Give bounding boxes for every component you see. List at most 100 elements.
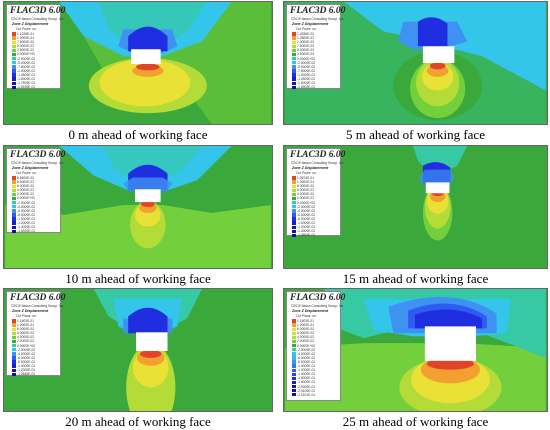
legend-swatch [12, 73, 16, 77]
legend-swatch [292, 32, 296, 36]
legend-value: 1.0000E-01 [17, 323, 35, 328]
legend-value: 6.0000E-02 [17, 184, 35, 189]
cut-plane-label: Cut Plane: on [16, 170, 36, 175]
legend-value: -6.0000E-02 [297, 212, 316, 217]
legend-value: -1.4000E-01 [297, 372, 316, 377]
legend-value: -2.1621E-01 [297, 392, 316, 397]
legend-swatch [292, 356, 296, 360]
legend-value: 1.1603E-01 [297, 319, 315, 323]
legend-value: 2.5000E-03 [297, 52, 315, 57]
legend-value: -1.4000E-01 [17, 225, 36, 230]
legend-value: 0.0000E+00 [297, 56, 315, 61]
software-title: FLAC3D 6.00 [10, 150, 66, 160]
legend-swatch [12, 77, 16, 81]
legend-value: -6.0000E-02 [297, 355, 316, 360]
cut-plane-label: Cut Plane: on [16, 313, 36, 318]
contour-plot: FLAC3D 6.00 ©2019 Itasca Consulting Grou… [283, 1, 548, 125]
legend-swatch [12, 176, 16, 180]
legend-value: -1.2000E-01 [17, 221, 36, 226]
legend: FLAC3D 6.00 ©2019 Itasca Consulting Grou… [6, 291, 65, 377]
legend-value: 1.1603E-01 [17, 319, 35, 323]
legend-swatch [12, 52, 16, 57]
legend-value: -2.5000E-02 [17, 56, 36, 61]
legend-swatch [12, 225, 16, 229]
panel-10m: FLAC3D 6.00 ©2019 Itasca Consulting Grou… [0, 145, 280, 288]
legend-swatch [292, 331, 296, 336]
contour-plot: FLAC3D 6.00 ©2019 Itasca Consulting Grou… [3, 288, 273, 412]
legend-value: 5.0000E-02 [17, 44, 35, 49]
legend-value: 7.5000E-02 [17, 40, 35, 45]
panel-caption: 20 m ahead of working face [65, 414, 211, 429]
legend-value: 8.0000E-02 [17, 180, 35, 185]
legend-value: -1.2000E-01 [17, 368, 36, 373]
legend-swatch [292, 69, 296, 73]
legend-value: -4.0000E-02 [17, 204, 36, 209]
contour-title: Zone Z Displacement [292, 309, 329, 313]
legend: FLAC3D 6.00 ©2019 Itasca Consulting Grou… [286, 4, 345, 89]
copyright-text: ©2019 Itasca Consulting Group, Inc. [11, 304, 65, 308]
legend-value: 1.2500E-02 [297, 36, 315, 41]
legend-value: 4.0000E-02 [297, 192, 315, 197]
legend-swatch [12, 69, 16, 73]
legend-value: 2.0000E-02 [297, 339, 315, 344]
software-title: FLAC3D 6.00 [290, 150, 346, 160]
legend-swatch [12, 348, 16, 352]
legend-swatch [292, 388, 296, 393]
software-title: FLAC3D 6.00 [10, 6, 66, 16]
legend-value: -1.0000E-01 [17, 68, 36, 73]
legend-value: -2.0000E-02 [297, 204, 316, 209]
legend-swatch [292, 205, 296, 209]
copyright-text: ©2019 Itasca Consulting Group, Inc. [291, 17, 345, 21]
legend-swatch [12, 339, 16, 344]
legend-value: -1.2500E-01 [17, 72, 36, 77]
legend-swatch [292, 225, 296, 229]
legend-swatch [12, 188, 16, 193]
legend-value: 6.0000E-02 [297, 331, 315, 336]
cut-plane-label: Cut Plane: on [296, 313, 316, 318]
legend-swatch [292, 44, 296, 49]
legend-swatch [12, 61, 16, 65]
legend-value: -4.0000E-02 [297, 351, 316, 356]
legend-swatch [292, 335, 296, 340]
legend-value: 8.0000E-02 [17, 327, 35, 332]
legend-value: -7.5000E-02 [17, 64, 36, 69]
legend-swatch [12, 209, 16, 213]
contour-title: Zone Z Displacement [292, 22, 329, 26]
legend-swatch [292, 343, 296, 348]
legend-value: -1.2846E-01 [17, 372, 36, 377]
legend-value: -5.0000E-02 [17, 60, 36, 65]
legend-value: -1.4000E-01 [297, 229, 316, 234]
legend-value: 2.5000E-02 [17, 48, 35, 53]
legend-value: 5.0000E-03 [297, 48, 315, 53]
legend-value: -1.2000E-01 [297, 368, 316, 373]
legend-value: -2.0000E-02 [17, 347, 36, 352]
panel-20m: FLAC3D 6.00 ©2019 Itasca Consulting Grou… [0, 288, 280, 430]
legend-swatch [292, 77, 296, 81]
legend-swatch [292, 319, 296, 323]
legend-swatch [12, 356, 16, 360]
contour-title: Zone Z Displacement [12, 22, 49, 26]
legend: FLAC3D 6.00 ©2019 Itasca Consulting Grou… [6, 4, 65, 89]
cut-plane-label: Cut Plane: on [16, 26, 36, 31]
legend-swatch [12, 360, 16, 364]
contour-plot: FLAC3D 6.00 ©2019 Itasca Consulting Grou… [3, 145, 273, 269]
legend: FLAC3D 6.00 ©2019 Itasca Consulting Grou… [286, 148, 345, 238]
legend-swatch [292, 233, 296, 238]
legend-value: 8.0000E-02 [297, 184, 315, 189]
legend-value: 7.5000E-03 [297, 44, 315, 49]
legend-value: -1.6000E-01 [297, 376, 316, 381]
legend-value: 0.0000E+00 [17, 196, 35, 201]
legend-swatch [292, 339, 296, 344]
cut-plane-label: Cut Plane: on [296, 170, 316, 175]
legend-swatch [292, 209, 296, 213]
panel-15m: FLAC3D 6.00 ©2019 Itasca Consulting Grou… [283, 145, 550, 288]
legend-value: 2.0000E-02 [297, 196, 315, 201]
legend-swatch [292, 56, 296, 61]
legend-swatch [292, 229, 296, 233]
legend-swatch [12, 229, 16, 233]
legend-swatch [292, 364, 296, 368]
legend-swatch [292, 61, 296, 65]
legend-swatch [12, 81, 16, 85]
legend-value: -1.8000E-01 [297, 380, 316, 385]
legend-value: 8.0000E-02 [297, 327, 315, 332]
